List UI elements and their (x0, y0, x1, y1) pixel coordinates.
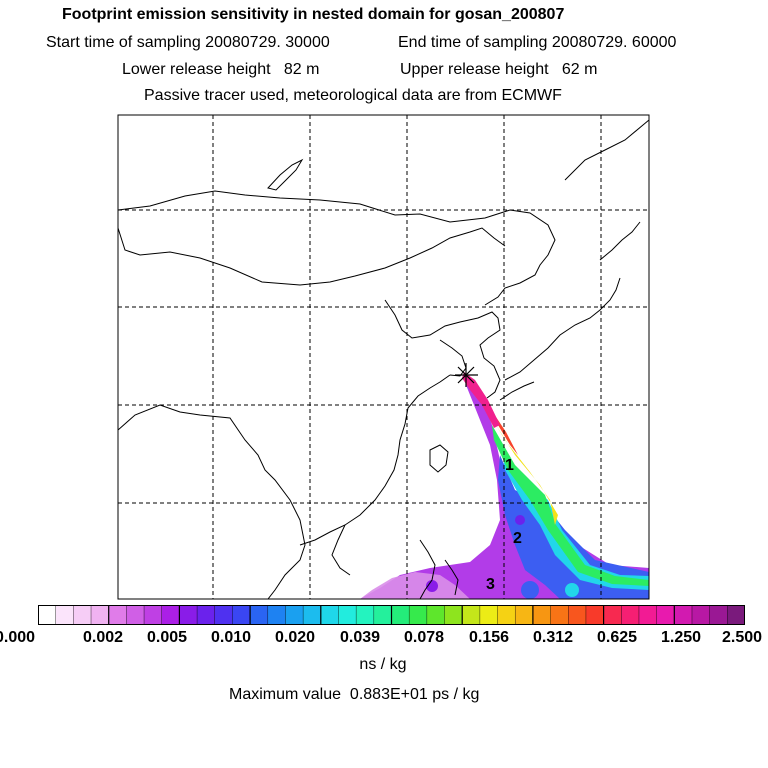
colorbar-swatch (709, 605, 728, 625)
colorbar-tick-label: 0.000 (0, 629, 36, 646)
colorbar-swatch (497, 605, 516, 625)
plume-label-3: 3 (486, 576, 495, 593)
plume-label-2: 2 (513, 530, 522, 547)
colorbar-swatch (356, 605, 375, 625)
plume-faint-region (360, 572, 470, 599)
colorbar-swatch (444, 605, 463, 625)
colorbar-swatch (285, 605, 304, 625)
colorbar-swatch (638, 605, 658, 625)
plume-speckle (426, 580, 438, 592)
colorbar-swatch (550, 605, 569, 625)
colorbar-tick-label: 0.002 (82, 629, 124, 646)
start-sampling-label: Start time of sampling 20080729. 30000 (46, 34, 330, 51)
colorbar-swatch (391, 605, 410, 625)
colorbar-swatch (320, 605, 339, 625)
lower-release-label: Lower release height 82 m (122, 61, 320, 78)
colorbar-tick-label: 0.078 (403, 629, 445, 646)
end-sampling-label: End time of sampling 20080729. 60000 (398, 34, 677, 51)
colorbar-swatch (656, 605, 675, 625)
colorbar-swatch (250, 605, 269, 625)
plume-magenta-core (462, 372, 500, 428)
colorbar-swatch (479, 605, 499, 625)
plume-label-1: 1 (505, 457, 514, 474)
colorbar-swatch (515, 605, 534, 625)
colorbar-swatch (462, 605, 481, 625)
colorbar-units: ns / kg (359, 656, 407, 673)
receptor-star-icon (455, 363, 478, 387)
colorbar-swatch (161, 605, 180, 625)
colorbar-swatch (232, 605, 251, 625)
plume-speckle (515, 515, 525, 525)
colorbar-swatch (674, 605, 693, 625)
plume-blue-region (498, 455, 649, 599)
colorbar-border (38, 605, 745, 625)
plume-speckle (521, 581, 539, 599)
plot-title: Footprint emission sensitivity in nested… (62, 6, 565, 23)
colorbar-swatch (621, 605, 640, 625)
colorbar-swatch (409, 605, 428, 625)
colorbar-tick-label: 0.020 (274, 629, 316, 646)
colorbar-swatch (126, 605, 145, 625)
map-frame-background (118, 115, 649, 599)
coastlines (118, 119, 649, 599)
colorbar-swatch (532, 605, 552, 625)
colorbar-swatch (73, 605, 92, 625)
colorbar-swatch (144, 605, 163, 625)
colorbar-swatch (267, 605, 286, 625)
plume-green-region (492, 425, 649, 586)
lat-lon-grid (118, 115, 649, 599)
upper-release-label: Upper release height 62 m (400, 61, 598, 78)
colorbar-tick-label: 0.010 (210, 629, 252, 646)
maximum-value-label: Maximum value 0.883E+01 ps / kg (229, 686, 480, 703)
colorbar-swatch (214, 605, 233, 625)
plume-red-region (476, 392, 518, 455)
colorbar-swatch (55, 605, 74, 625)
colorbar-tick-label: 2.500 (721, 629, 763, 646)
tracer-note: Passive tracer used, meteorological data… (144, 87, 562, 104)
colorbar-tick-label: 0.625 (596, 629, 638, 646)
colorbar-swatch (38, 605, 57, 625)
colorbar-swatch (426, 605, 446, 625)
colorbar-swatch (338, 605, 357, 625)
colorbar-tick-label: 0.039 (339, 629, 381, 646)
colorbar-swatch (179, 605, 198, 625)
colorbar-swatch (197, 605, 216, 625)
colorbar-swatch (303, 605, 322, 625)
colorbar-swatch (373, 605, 392, 625)
colorbar-swatch (691, 605, 711, 625)
colorbar (38, 605, 745, 625)
colorbar-tick-label: 0.156 (468, 629, 510, 646)
colorbar-tick-label: 0.005 (146, 629, 188, 646)
map-frame (117, 114, 650, 600)
colorbar-swatch (603, 605, 622, 625)
colorbar-swatch (568, 605, 587, 625)
colorbar-tick-label: 0.312 (532, 629, 574, 646)
colorbar-swatch (108, 605, 127, 625)
colorbar-swatch (727, 605, 745, 625)
colorbar-swatch (585, 605, 605, 625)
colorbar-tick-label: 1.250 (660, 629, 702, 646)
colorbar-swatch (91, 605, 110, 625)
plume-speckle (565, 583, 579, 597)
